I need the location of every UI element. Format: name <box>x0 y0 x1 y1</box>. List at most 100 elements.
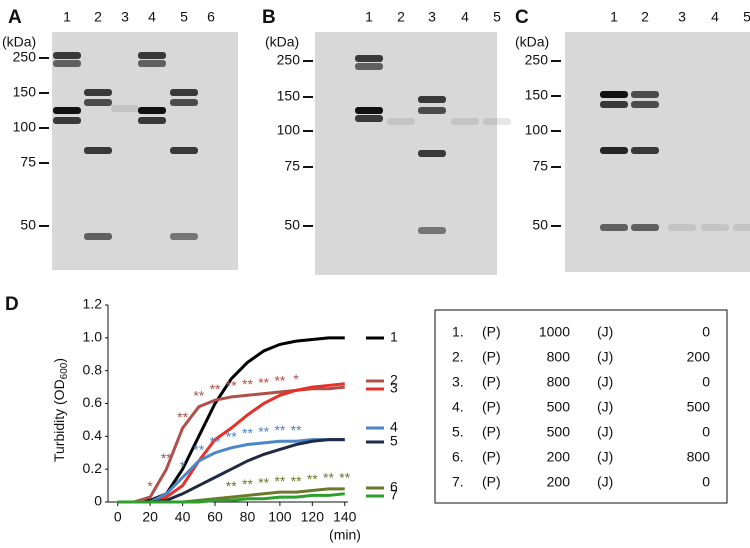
legend-cell: 1000 <box>539 324 570 340</box>
legend-cell: 2. <box>452 349 464 365</box>
legend-label: 2 <box>390 372 398 388</box>
significance: ** <box>258 374 269 390</box>
marker-label: 75 <box>284 158 300 174</box>
legend-cell: 800 <box>687 449 711 465</box>
legend-cell: (P) <box>482 399 501 415</box>
significance: ** <box>210 381 221 397</box>
band <box>600 224 628 231</box>
x-tick-label: 80 <box>240 509 256 525</box>
legend-cell: (J) <box>597 374 613 390</box>
band <box>170 233 198 240</box>
band <box>355 55 383 62</box>
legend-box <box>434 309 728 504</box>
band <box>418 150 446 157</box>
significance: ** <box>274 373 285 389</box>
lane-label: 3 <box>121 9 129 25</box>
band <box>733 224 750 231</box>
legend-cell: 5. <box>452 424 464 440</box>
band <box>111 105 139 112</box>
lane-label: 1 <box>365 9 373 25</box>
legend-label: 6 <box>390 479 398 495</box>
x-tick-label: 0 <box>114 509 122 525</box>
band <box>170 147 198 154</box>
marker-label: 100 <box>277 122 301 138</box>
significance: ** <box>193 387 204 403</box>
band <box>668 224 696 231</box>
legend-cell: (J) <box>597 474 613 490</box>
legend-cell: (P) <box>482 374 501 390</box>
lane-label: 6 <box>207 9 215 25</box>
marker-label: 150 <box>525 87 549 103</box>
legend-cell: (J) <box>597 349 613 365</box>
band <box>138 52 166 59</box>
legend-cell: 200 <box>547 474 571 490</box>
lane-label: 4 <box>711 9 719 25</box>
significance: ** <box>242 376 253 392</box>
band <box>84 147 112 154</box>
significance: ** <box>210 433 221 449</box>
band <box>600 147 628 154</box>
x-tick-label: 100 <box>268 509 292 525</box>
marker-label: 50 <box>532 217 548 233</box>
legend-cell: 3. <box>452 374 464 390</box>
marker-label: 50 <box>284 217 300 233</box>
panel-label: C <box>515 7 529 28</box>
significance: ** <box>193 442 204 458</box>
y-axis-label: Turbidity (OD600) <box>51 358 70 462</box>
y-tick-label: 0.4 <box>83 427 103 443</box>
significance: ** <box>339 470 350 486</box>
significance: ** <box>226 429 237 445</box>
significance: ** <box>177 409 188 425</box>
band <box>53 60 81 67</box>
marker-label: 75 <box>532 158 548 174</box>
band <box>631 91 659 98</box>
lane-label: 5 <box>180 9 188 25</box>
legend-label: 3 <box>390 380 398 396</box>
band <box>631 101 659 108</box>
band <box>53 52 81 59</box>
y-tick-label: 0 <box>94 493 102 509</box>
x-tick-label: 60 <box>207 509 223 525</box>
legend-cell: (P) <box>482 424 501 440</box>
band <box>84 233 112 240</box>
band <box>631 147 659 154</box>
band <box>600 91 628 98</box>
gel <box>315 32 497 275</box>
band <box>418 96 446 103</box>
band <box>84 99 112 106</box>
legend-cell: 0 <box>702 424 710 440</box>
legend-cell: 6. <box>452 449 464 465</box>
significance: ** <box>274 473 285 489</box>
y-tick-label: 0.2 <box>83 460 103 476</box>
gel <box>52 32 238 270</box>
legend-cell: 800 <box>547 349 571 365</box>
band <box>355 107 383 114</box>
legend-cell: 200 <box>547 449 571 465</box>
significance: ** <box>161 450 172 466</box>
band <box>170 89 198 96</box>
x-tick-label: 120 <box>301 509 325 525</box>
band <box>53 107 81 114</box>
band <box>701 224 729 231</box>
legend-cell: 500 <box>547 424 571 440</box>
legend-cell: 500 <box>547 399 571 415</box>
band <box>138 117 166 124</box>
significance: ** <box>291 473 302 489</box>
marker-label: 150 <box>13 84 37 100</box>
band <box>418 227 446 234</box>
lane-label: 2 <box>94 9 102 25</box>
significance: ** <box>242 425 253 441</box>
significance: ** <box>307 471 318 487</box>
marker-label: 250 <box>525 52 549 68</box>
panel-label: D <box>5 294 19 315</box>
legend-cell: 500 <box>687 399 711 415</box>
band <box>355 63 383 70</box>
significance: * <box>293 371 299 387</box>
lane-label: 5 <box>493 9 501 25</box>
marker-label: 100 <box>525 122 549 138</box>
significance: ** <box>258 424 269 440</box>
significance: * <box>180 458 186 474</box>
lane-label: 2 <box>641 9 649 25</box>
unit-label: (kDa) <box>515 34 549 50</box>
significance: ** <box>323 470 334 486</box>
